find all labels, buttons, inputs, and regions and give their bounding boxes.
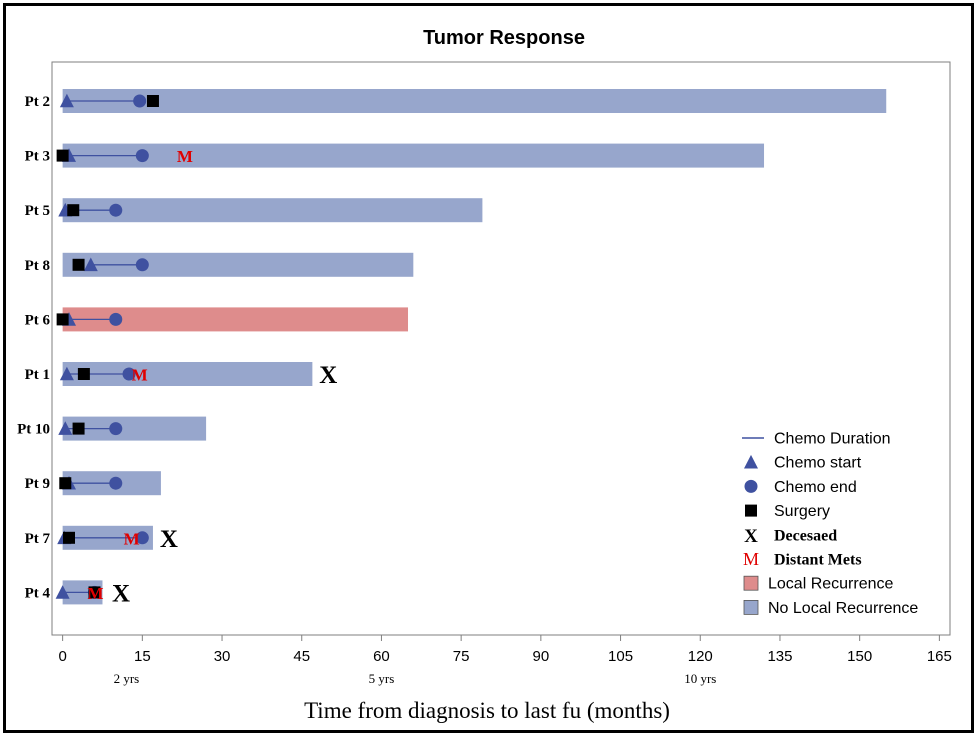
legend-local-recurrence-swatch [743, 575, 759, 591]
follow-up-bar [62, 89, 887, 113]
patient-label: Pt 10 [17, 422, 50, 438]
legend-label-deceased: Decesaed [774, 527, 837, 544]
patient-row-pt-6: Pt 6 [25, 307, 409, 332]
surgery-marker [146, 95, 159, 107]
patient-row-pt-2: Pt 2 [25, 89, 887, 113]
follow-up-bar [62, 143, 765, 168]
chemo-end-marker [135, 149, 149, 163]
chemo-end-marker [133, 94, 147, 108]
surgery-marker [63, 531, 76, 544]
patient-row-pt-9: Pt 9 [25, 471, 161, 496]
x-axis-title: Time from diagnosis to last fu (months) [304, 698, 670, 723]
deceased-marker: X [112, 580, 130, 607]
distant-mets-marker: M [124, 529, 140, 548]
figure-frame: Tumor Response Pt 2 Pt 3 M Pt 5 Pt 8 Pt 6 Pt 1 M… [3, 3, 974, 733]
x-tick-label: 30 [214, 648, 231, 665]
follow-up-bar [62, 198, 483, 223]
chemo-start-marker [58, 421, 73, 435]
chemo-end-marker [122, 367, 136, 381]
patient-label: Pt 3 [25, 149, 50, 165]
deceased-marker: X [160, 526, 178, 553]
patient-row-pt-7: Pt 7 M X [25, 525, 178, 553]
legend: Chemo Duration Chemo start Chemo end Surger… [742, 431, 918, 617]
distant-mets-marker: M [132, 366, 148, 385]
x-tick-label: 150 [847, 648, 872, 665]
chemo-start-marker [83, 257, 98, 272]
patient-row-pt-1: Pt 1 M X [25, 362, 337, 389]
chart-title: Tumor Response [423, 27, 585, 49]
patient-label: Pt 1 [25, 367, 50, 383]
patient-row-pt-10: Pt 10 [17, 416, 207, 441]
surgery-marker [56, 149, 69, 162]
legend-no-local-recurrence-swatch [743, 600, 759, 615]
chemo-end-marker [135, 531, 149, 545]
patient-label: Pt 7 [25, 531, 51, 547]
plot-area [51, 61, 951, 636]
x-tick-label: 105 [608, 648, 633, 665]
x-tick-label: 60 [373, 648, 390, 665]
legend-chemo-end-marker [744, 479, 758, 493]
legend-surgery-marker [745, 504, 757, 517]
surgery-marker [88, 586, 101, 599]
patient-label: Pt 9 [25, 476, 50, 492]
legend-label-mets: Distant Mets [774, 552, 862, 569]
surgery-marker [72, 422, 85, 435]
year-label: 10 yrs [684, 671, 716, 686]
legend-label-local-recurrence: Local Recurrence [768, 576, 894, 593]
legend-deceased-marker: X [744, 526, 758, 547]
surgery-marker [77, 368, 90, 380]
chemo-start-marker [59, 93, 74, 108]
legend-mets-marker: M [743, 549, 759, 569]
x-tick-label: 75 [453, 648, 470, 665]
chemo-start-marker [55, 585, 70, 599]
legend-label-no-local-recurrence: No Local Recurrence [768, 600, 918, 617]
year-label: 2 yrs [114, 671, 140, 686]
patient-label: Pt 8 [25, 258, 50, 274]
chemo-end-marker [109, 312, 123, 326]
deceased-marker: X [319, 362, 337, 389]
chemo-end-marker [109, 422, 123, 436]
x-tick-label: 120 [688, 648, 713, 665]
patient-label: Pt 4 [25, 585, 51, 601]
follow-up-bar [62, 252, 414, 277]
patient-label: Pt 6 [25, 312, 51, 328]
legend-chemo-start-marker [744, 454, 758, 469]
patient-label: Pt 5 [25, 203, 50, 219]
surgery-marker [59, 477, 72, 490]
chemo-end-marker [135, 258, 149, 272]
legend-label-chemo-start: Chemo start [774, 455, 862, 472]
legend-label-chemo-duration: Chemo Duration [774, 431, 891, 448]
x-tick-label: 15 [134, 648, 151, 665]
legend-label-surgery: Surgery [774, 503, 830, 520]
year-label: 5 yrs [369, 671, 395, 686]
patient-row-pt-8: Pt 8 [25, 252, 414, 277]
patient-label: Pt 2 [25, 94, 50, 110]
chemo-start-marker [59, 366, 74, 381]
tumor-response-chart: Tumor Response Pt 2 Pt 3 M Pt 5 Pt 8 Pt 6 Pt 1 M… [17, 27, 952, 723]
surgery-marker [67, 204, 80, 217]
chemo-end-marker [109, 203, 123, 217]
x-tick-label: 135 [767, 648, 792, 665]
chemo-end-marker [109, 476, 123, 490]
surgery-marker [72, 258, 85, 271]
x-tick-label: 165 [927, 648, 952, 665]
x-tick-label: 45 [293, 648, 310, 665]
distant-mets-marker: M [88, 584, 104, 603]
x-tick-label: 0 [58, 648, 66, 665]
x-tick-label: 90 [533, 648, 550, 665]
patient-row-pt-3: Pt 3 M [25, 143, 765, 168]
distant-mets-marker: M [177, 147, 193, 166]
legend-label-chemo-end: Chemo end [774, 479, 857, 496]
patient-row-pt-5: Pt 5 [25, 198, 483, 223]
surgery-marker [56, 313, 69, 326]
